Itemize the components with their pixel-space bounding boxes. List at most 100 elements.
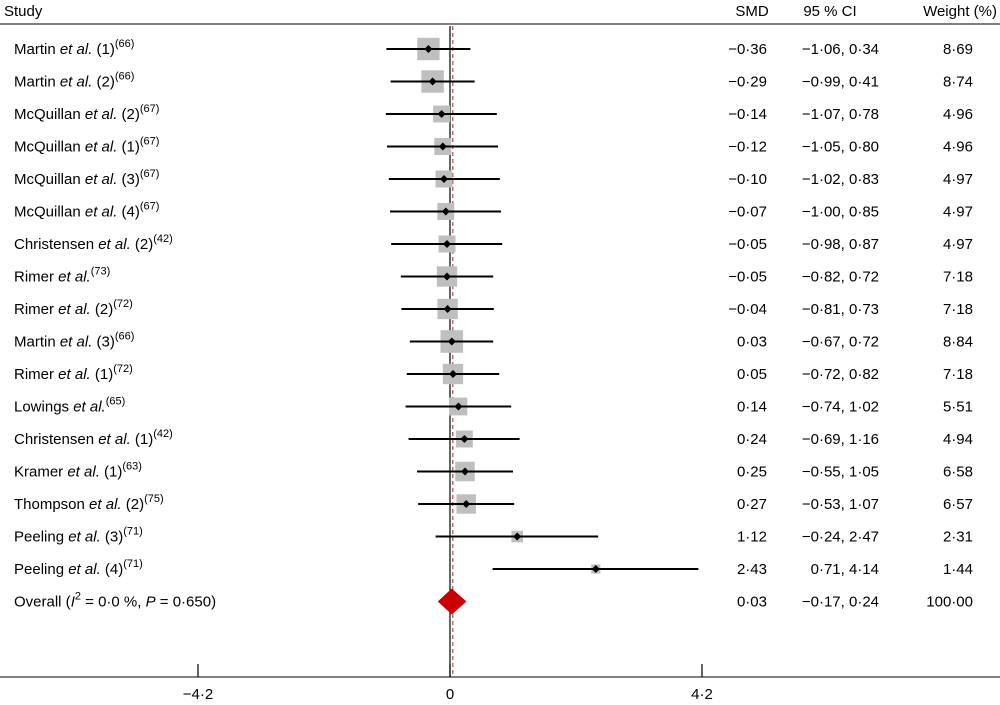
study-label: Peeling et al. (3)(71) (14, 526, 143, 546)
study-label: Rimer et al. (1)(72) (14, 363, 133, 383)
point-estimate (462, 500, 471, 508)
weight-value: 1·44 (943, 561, 973, 578)
point-estimate (461, 467, 469, 476)
weight-value: 7·18 (943, 269, 973, 286)
study-label: Christensen et al. (2)(42) (14, 233, 173, 253)
weight-value: 8·84 (943, 334, 973, 351)
point-estimate (428, 77, 437, 86)
overall-label: Overall (I2 = 0·0 %, P = 0·650) (14, 591, 216, 611)
study-rows: Martin et al. (1)(66) −0·36 −1·06, 0·34 8·6… (14, 37, 973, 615)
weight-value: 6·58 (943, 464, 973, 481)
smd-value: −0·10 (728, 171, 767, 188)
weight-value: 8·74 (943, 74, 973, 91)
weight-value: 4·97 (943, 204, 973, 221)
weight-value: 7·18 (943, 301, 973, 318)
study-label: Christensen et al. (1)(42) (14, 428, 173, 448)
ci-value: −0·74, 1·02 (802, 399, 879, 416)
study-label: Lowings et al.(65) (14, 396, 125, 416)
study-row: Rimer et al.(73) −0·05 −0·82, 0·72 7·18 (14, 266, 973, 287)
study-label: Martin et al. (1)(66) (14, 38, 134, 58)
header-row: Study SMD 95 % CI Weight (%) (4, 3, 997, 20)
point-estimate (513, 532, 522, 541)
study-label: Martin et al. (2)(66) (14, 71, 134, 91)
smd-value: 1·12 (737, 529, 767, 546)
point-estimate (454, 402, 463, 411)
weight-value: 4·94 (943, 431, 973, 448)
ci-value: −0·72, 0·82 (802, 366, 879, 383)
weight-value: 4·97 (943, 236, 973, 253)
study-row: Peeling et al. (3)(71) 1·12 −0·24, 2·47 2·3… (14, 526, 973, 546)
study-row: Christensen et al. (1)(42) 0·24 −0·69, 1·1… (14, 428, 973, 448)
study-row: Martin et al. (3)(66) 0·03 −0·67, 0·72 8·84 (14, 330, 973, 353)
x-tick-label: −4·2 (183, 686, 213, 703)
study-row: Lowings et al.(65) 0·14 −0·74, 1·02 5·51 (14, 396, 973, 416)
overall-weight-value: 100·00 (926, 594, 973, 611)
point-estimate (438, 142, 447, 151)
ci-value: 0·71, 4·14 (811, 561, 879, 578)
point-estimate (460, 435, 469, 443)
point-estimate (591, 565, 600, 573)
smd-value: 0·14 (737, 399, 767, 416)
point-estimate (424, 45, 433, 53)
point-estimate (443, 240, 451, 248)
point-estimate (441, 207, 450, 216)
point-estimate (447, 337, 456, 346)
study-label: McQuillan et al. (4)(67) (14, 201, 159, 221)
ci-value: −0·24, 2·47 (802, 529, 879, 546)
smd-value: −0·07 (728, 204, 767, 221)
study-row: Kramer et al. (1)(63) 0·25 −0·55, 1·05 6·58 (14, 461, 973, 482)
ci-value: −1·05, 0·80 (802, 139, 879, 156)
ci-value: −0·69, 1·16 (802, 431, 879, 448)
smd-value: −0·05 (728, 269, 767, 286)
study-label: Martin et al. (3)(66) (14, 331, 134, 351)
point-estimate (443, 305, 452, 313)
smd-value: 0·24 (737, 431, 767, 448)
study-row: Rimer et al. (1)(72) 0·05 −0·72, 0·82 7·18 (14, 363, 973, 385)
study-row: Peeling et al. (4)(71) 2·43 0·71, 4·14 1·44 (14, 558, 973, 578)
ci-value: −1·06, 0·34 (802, 41, 879, 58)
x-tick-label: 4·2 (691, 686, 713, 703)
study-label: McQuillan et al. (3)(67) (14, 168, 159, 188)
weight-value: 5·51 (943, 399, 973, 416)
overall-diamond (437, 588, 467, 615)
study-label: Peeling et al. (4)(71) (14, 558, 143, 578)
study-row: McQuillan et al. (2)(67) −0·14 −1·07, 0·78… (14, 103, 973, 123)
ci-value: −0·55, 1·05 (802, 464, 879, 481)
ci-value: −0·53, 1·07 (802, 496, 879, 513)
header-weight: Weight (%) (923, 3, 997, 20)
study-row: Martin et al. (2)(66) −0·29 −0·99, 0·41 8·7… (14, 70, 973, 93)
study-row: McQuillan et al. (3)(67) −0·10 −1·02, 0·83… (14, 168, 973, 188)
smd-value: −0·12 (728, 139, 767, 156)
ci-value: −0·82, 0·72 (802, 269, 879, 286)
smd-value: 0·05 (737, 366, 767, 383)
header-study: Study (4, 3, 43, 20)
point-estimate (449, 370, 457, 378)
smd-value: −0·14 (728, 106, 767, 123)
header-smd: SMD (735, 3, 769, 20)
study-label: Thompson et al. (2)(75) (14, 493, 164, 513)
ci-value: −1·02, 0·83 (802, 171, 879, 188)
ci-value: −0·67, 0·72 (802, 334, 879, 351)
study-label: Kramer et al. (1)(63) (14, 461, 142, 481)
study-label: Rimer et al.(73) (14, 266, 110, 286)
ci-value: −0·99, 0·41 (802, 74, 879, 91)
smd-value: −0·05 (728, 236, 767, 253)
weight-value: 8·69 (943, 41, 973, 58)
study-row: McQuillan et al. (1)(67) −0·12 −1·05, 0·80… (14, 136, 973, 156)
header-ci: 95 % CI (803, 3, 856, 20)
study-row: Rimer et al. (2)(72) −0·04 −0·81, 0·73 7·18 (14, 298, 973, 320)
weight-value: 2·31 (943, 529, 973, 546)
overall-row: Overall (I2 = 0·0 %, P = 0·650) 0·03 −0·17… (14, 588, 973, 615)
ci-value: −1·00, 0·85 (802, 204, 879, 221)
study-label: McQuillan et al. (1)(67) (14, 136, 159, 156)
weight-value: 7·18 (943, 366, 973, 383)
ci-value: −0·98, 0·87 (802, 236, 879, 253)
smd-value: −0·36 (728, 41, 767, 58)
study-label: McQuillan et al. (2)(67) (14, 103, 159, 123)
point-estimate (437, 110, 446, 118)
weight-value: 4·97 (943, 171, 973, 188)
point-estimate (443, 272, 451, 281)
smd-value: 0·25 (737, 464, 767, 481)
weight-value: 6·57 (943, 496, 973, 513)
